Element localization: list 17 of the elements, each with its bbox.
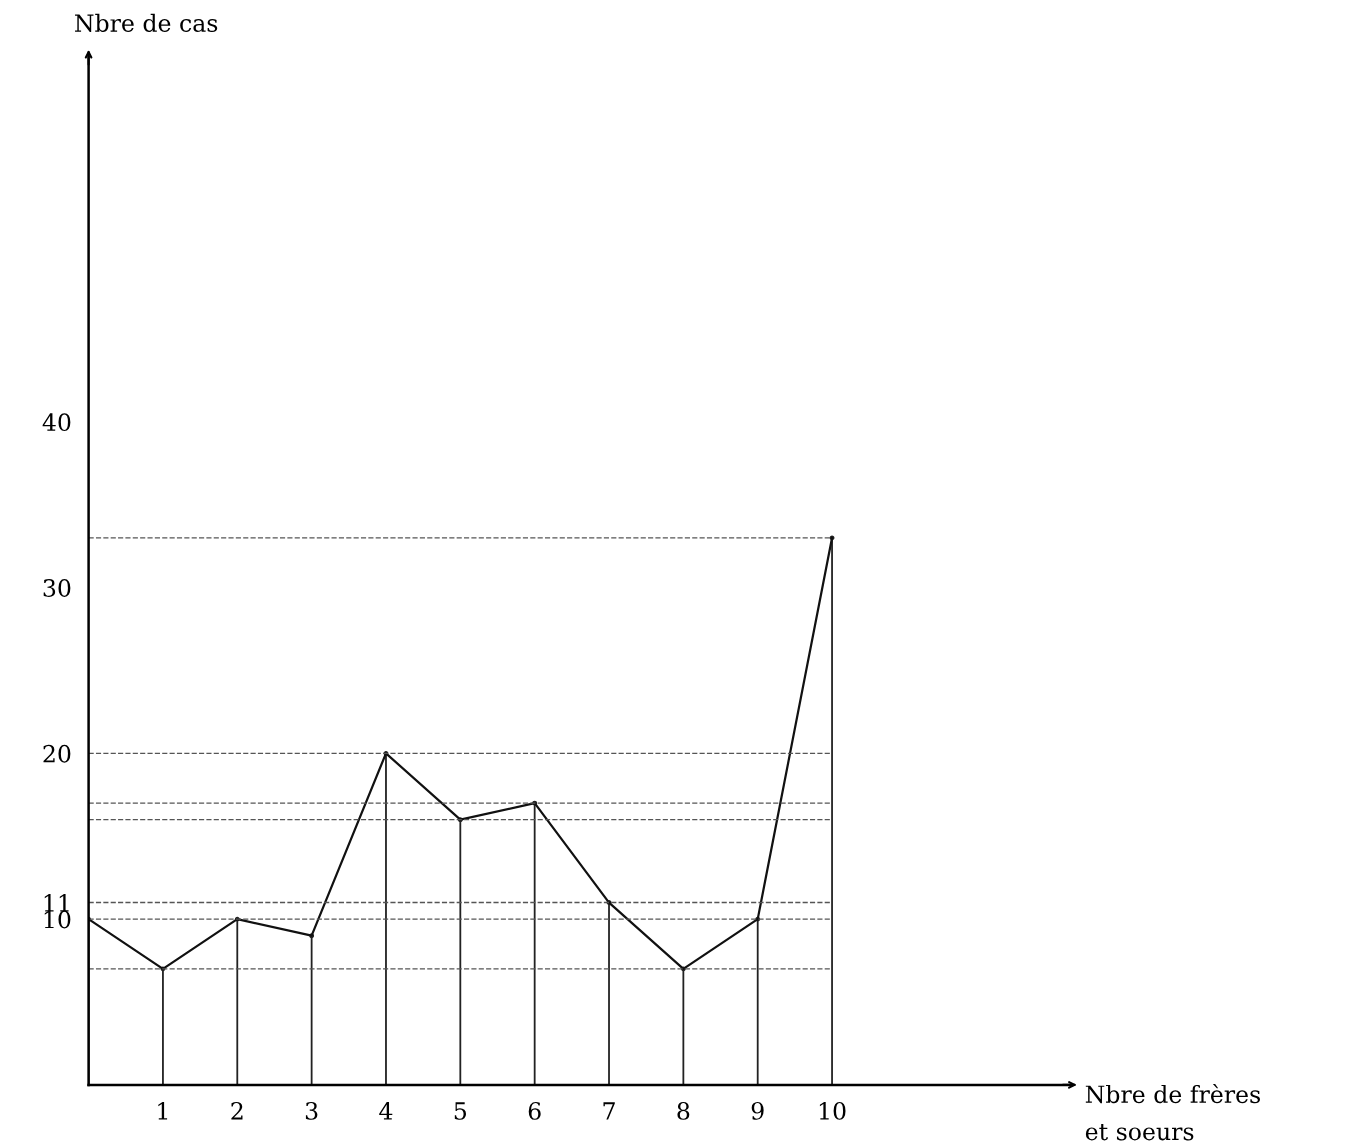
x-tick-label: 8 bbox=[677, 1101, 690, 1120]
y-tick-label: 20 bbox=[43, 744, 71, 763]
x-axis-title: Nbre de frères et soeurs bbox=[1085, 1083, 1260, 1141]
x-tick-label: 3 bbox=[305, 1101, 318, 1120]
y-tick-label: 11 bbox=[44, 893, 69, 912]
x-tick-label: 5 bbox=[454, 1102, 467, 1120]
x-tick-label: 4 bbox=[379, 1101, 393, 1120]
x-tick-label: 7 bbox=[603, 1102, 615, 1120]
y-tick-label: 30 bbox=[43, 579, 71, 597]
x-tick-label: 10 bbox=[819, 1101, 846, 1120]
y-tick-label: 40 bbox=[42, 413, 71, 432]
y-axis-title: Nbre de cas bbox=[75, 13, 218, 32]
x-tick-label: 6 bbox=[528, 1101, 541, 1120]
x-tick-label: 1 bbox=[158, 1101, 168, 1120]
x-tick-label: 9 bbox=[751, 1101, 764, 1120]
x-tick-label: 2 bbox=[231, 1101, 243, 1120]
y-tick-label: 10 bbox=[44, 910, 71, 929]
